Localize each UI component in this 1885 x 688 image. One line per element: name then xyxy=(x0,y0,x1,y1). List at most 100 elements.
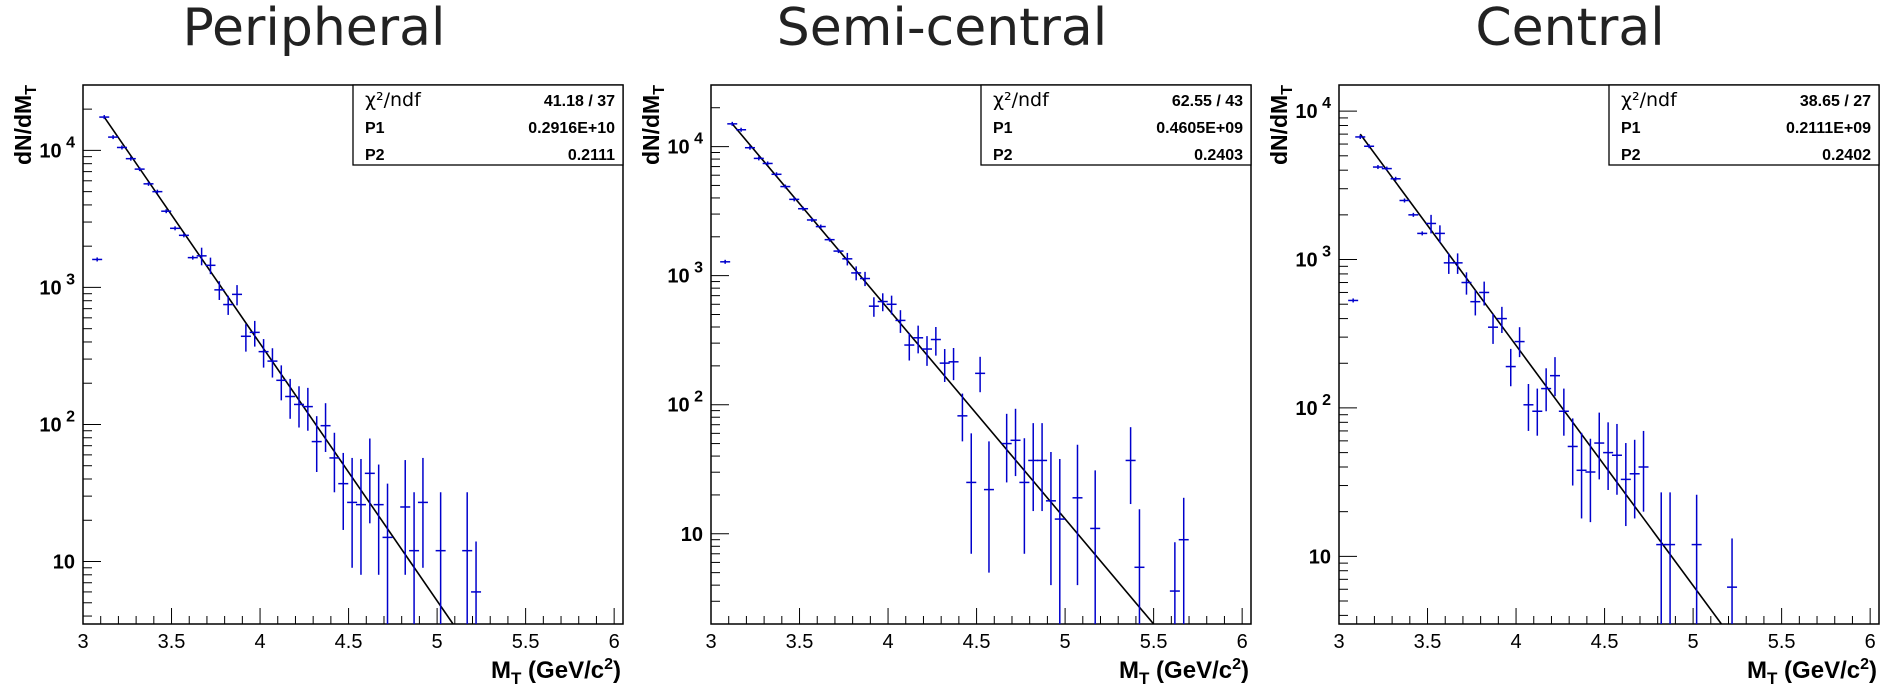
stats-value: 0.4605E+09 xyxy=(1156,120,1243,137)
data-point xyxy=(320,403,331,452)
x-tick-label: 5 xyxy=(432,631,443,653)
data-point xyxy=(762,161,773,166)
plot-area xyxy=(1348,133,1738,624)
data-point xyxy=(1461,272,1472,295)
data-point xyxy=(134,167,145,172)
data-point xyxy=(877,293,888,312)
chart-title: Central xyxy=(1475,0,1665,58)
stats-value: 62.55 / 43 xyxy=(1172,93,1243,110)
y-axis-label: dN/dMT xyxy=(638,85,668,165)
data-point xyxy=(815,224,826,229)
data-point xyxy=(824,237,835,242)
data-point xyxy=(1001,413,1012,483)
data-point xyxy=(913,325,924,354)
y-tick-label: 10 3 xyxy=(667,260,703,288)
x-tick-label: 6 xyxy=(1237,631,1248,653)
data-point xyxy=(983,441,994,573)
y-axis-label: dN/dMT xyxy=(10,85,40,165)
stats-label: P1 xyxy=(993,120,1013,137)
stats-value: 41.18 / 37 xyxy=(544,93,615,110)
data-point xyxy=(1028,423,1039,512)
data-point xyxy=(232,285,243,306)
stats-value: 0.2111 xyxy=(568,147,615,164)
panel-semi-central: Semi-central 3 3.5 4 4.5 5 5.5 6 10 10 2 10 3 10 4… xyxy=(628,0,1256,688)
data-point xyxy=(276,365,287,401)
data-point xyxy=(806,217,817,222)
data-point xyxy=(471,541,482,624)
data-point xyxy=(1037,423,1048,512)
data-point xyxy=(364,438,375,524)
y-tick-label: 10 2 xyxy=(39,408,75,436)
data-point xyxy=(196,247,207,266)
stats-value: 0.2402 xyxy=(1822,147,1871,164)
data-point xyxy=(720,259,731,264)
data-point xyxy=(311,416,322,472)
data-point xyxy=(1505,348,1516,387)
data-point xyxy=(1434,225,1445,243)
data-point xyxy=(409,492,420,624)
data-point xyxy=(966,433,977,554)
data-point xyxy=(1426,214,1437,234)
data-point xyxy=(1488,313,1499,344)
data-point xyxy=(939,349,950,382)
plot-frame xyxy=(710,84,1252,625)
data-point xyxy=(727,121,738,126)
data-point xyxy=(904,332,915,361)
data-point xyxy=(152,189,163,194)
data-point xyxy=(355,458,366,575)
data-point xyxy=(780,184,791,189)
data-point xyxy=(1550,357,1560,397)
x-tick-label: 4 xyxy=(882,631,893,653)
x-tick-label: 4.5 xyxy=(335,631,363,653)
data-point xyxy=(400,460,411,575)
x-tick-label: 3.5 xyxy=(158,631,186,653)
data-point xyxy=(1010,408,1021,477)
data-point xyxy=(116,145,127,150)
x-tick-label: 6 xyxy=(609,631,620,653)
data-point xyxy=(1611,423,1622,495)
data-point xyxy=(240,324,251,352)
data-point xyxy=(1629,439,1640,519)
data-point xyxy=(798,206,809,211)
data-point xyxy=(329,432,340,493)
data-point xyxy=(1390,176,1401,181)
data-point xyxy=(223,295,234,315)
stats-value: 0.2916E+10 xyxy=(528,120,615,137)
data-point xyxy=(1169,542,1180,624)
data-point xyxy=(851,266,862,281)
data-point xyxy=(99,115,110,120)
data-point xyxy=(922,336,932,366)
data-point xyxy=(1541,368,1552,412)
data-point xyxy=(886,295,897,315)
data-point xyxy=(930,327,941,356)
stats-label: χ²/ndf xyxy=(365,89,422,111)
data-point xyxy=(771,172,782,177)
data-point xyxy=(736,127,747,132)
data-point xyxy=(1443,253,1454,274)
plot-area xyxy=(720,121,1189,624)
data-point xyxy=(1691,494,1702,624)
x-tick-label: 5 xyxy=(1688,631,1699,653)
stats-value: 0.2403 xyxy=(1194,147,1243,164)
data-point xyxy=(948,348,959,381)
stats-value: 38.65 / 27 xyxy=(1800,93,1871,110)
y-tick-label: 10 4 xyxy=(1295,95,1331,123)
data-point xyxy=(744,145,755,150)
data-point xyxy=(1408,212,1419,217)
data-point xyxy=(373,464,384,575)
chart-title: Peripheral xyxy=(182,0,446,58)
fit-stats-box: χ²/ndf 41.18 / 37 P1 0.2916E+10 P2 0.2111 xyxy=(352,84,624,166)
data-point xyxy=(417,457,428,568)
plot-semi-central: 3 3.5 4 4.5 5 5.5 6 10 10 2 10 3 10 4 MT (GeV/c2) dN… xyxy=(638,84,1252,688)
data-point xyxy=(1348,298,1359,303)
data-point xyxy=(868,297,879,317)
y-tick-label: 10 xyxy=(1309,546,1331,568)
data-point xyxy=(1470,290,1481,316)
y-tick-label: 10 3 xyxy=(1295,244,1331,272)
data-point xyxy=(842,252,853,266)
stats-label: P2 xyxy=(1621,147,1641,164)
data-point xyxy=(1496,306,1507,333)
y-tick-label: 10 4 xyxy=(667,131,703,159)
fit-line xyxy=(103,116,454,624)
x-tick-label: 4 xyxy=(1510,631,1521,653)
